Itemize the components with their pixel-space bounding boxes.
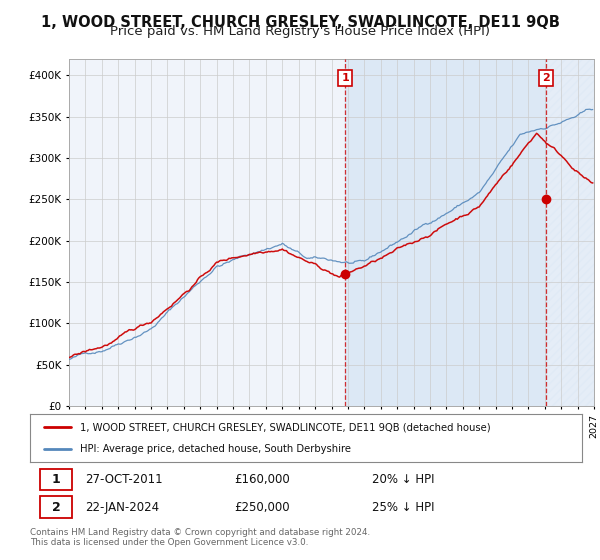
Text: £160,000: £160,000 [234, 473, 290, 486]
Bar [40, 496, 72, 518]
Bar [546, 59, 594, 406]
Text: 22-JAN-2024: 22-JAN-2024 [85, 501, 160, 514]
Text: 27-OCT-2011: 27-OCT-2011 [85, 473, 163, 486]
Text: 2: 2 [52, 501, 61, 514]
Text: 1, WOOD STREET, CHURCH GRESLEY, SWADLINCOTE, DE11 9QB: 1, WOOD STREET, CHURCH GRESLEY, SWADLINC… [41, 15, 559, 30]
Text: £250,000: £250,000 [234, 501, 290, 514]
Text: 1: 1 [341, 73, 349, 83]
Text: 2: 2 [542, 73, 550, 83]
Text: 20% ↓ HPI: 20% ↓ HPI [372, 473, 435, 486]
Bar [345, 59, 546, 406]
Bar [40, 469, 72, 491]
Text: 1, WOOD STREET, CHURCH GRESLEY, SWADLINCOTE, DE11 9QB (detached house): 1, WOOD STREET, CHURCH GRESLEY, SWADLINC… [80, 422, 490, 432]
Text: HPI: Average price, detached house, South Derbyshire: HPI: Average price, detached house, Sout… [80, 444, 350, 454]
Text: Price paid vs. HM Land Registry's House Price Index (HPI): Price paid vs. HM Land Registry's House … [110, 25, 490, 38]
Text: 1: 1 [52, 473, 61, 486]
Text: Contains HM Land Registry data © Crown copyright and database right 2024.
This d: Contains HM Land Registry data © Crown c… [30, 528, 370, 547]
Text: 25% ↓ HPI: 25% ↓ HPI [372, 501, 435, 514]
